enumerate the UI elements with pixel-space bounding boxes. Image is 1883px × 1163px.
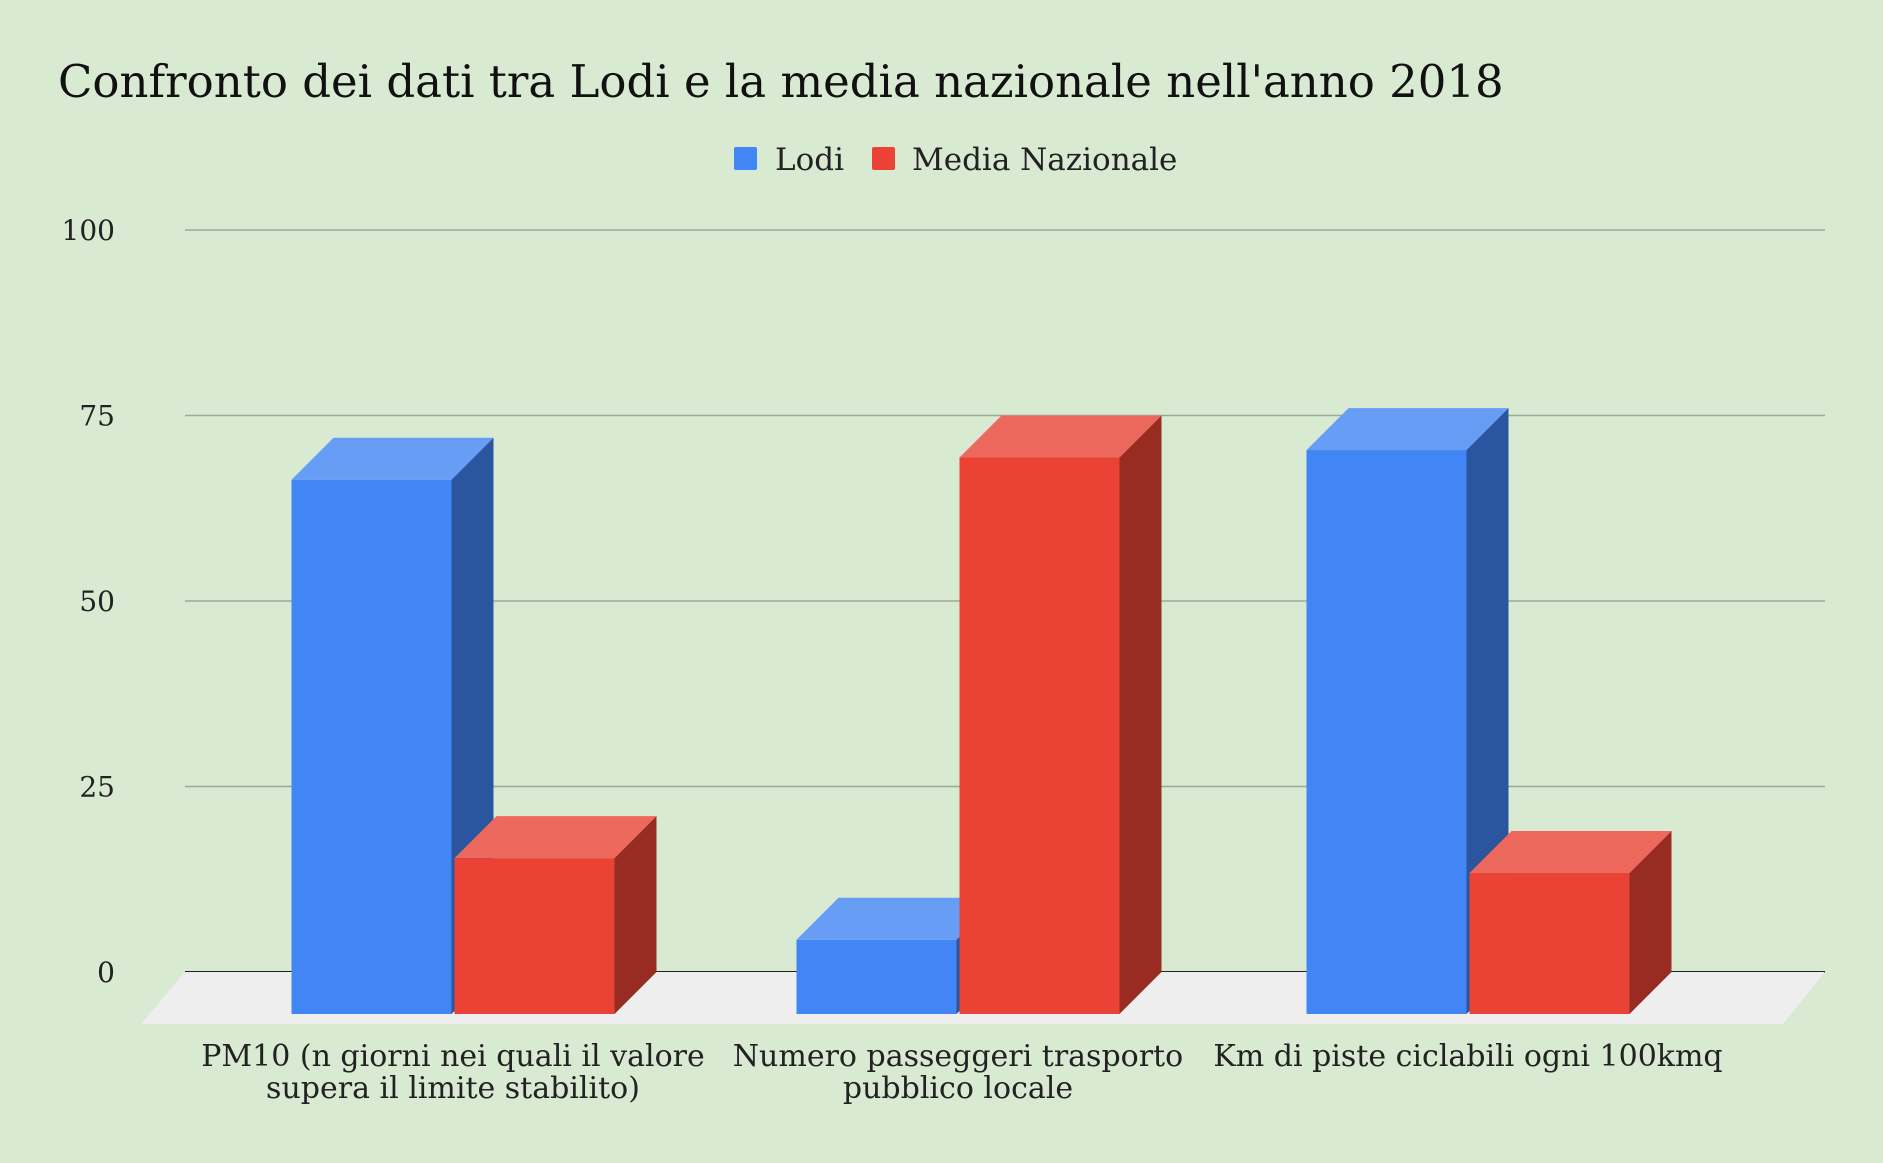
bar-side: [1119, 415, 1162, 1014]
bar-front: [796, 939, 957, 1014]
bar-top: [1469, 831, 1672, 874]
y-tick-label: 100: [62, 214, 115, 247]
y-axis: 0 25 50 75 100: [62, 214, 115, 989]
bar-side: [1629, 831, 1672, 1014]
bar-top: [1306, 408, 1509, 451]
bar-side: [614, 816, 657, 1014]
bar-front: [959, 457, 1120, 1014]
bar-front: [454, 858, 615, 1014]
y-tick-label: 75: [79, 400, 115, 433]
bar-media-nazionale: [959, 415, 1162, 1014]
x-category-label: PM10 (n giorni nei quali il valore supera…: [201, 1039, 704, 1106]
x-category-label: Km di piste ciclabili ogni 100kmq: [1213, 1039, 1722, 1074]
bar-top: [291, 437, 494, 480]
x-category-label: Numero passeggeri trasporto pubblico loca…: [733, 1039, 1183, 1106]
legend-swatch-media-nazionale: [872, 147, 895, 170]
bar-front: [1306, 450, 1467, 1015]
bar-top: [454, 816, 657, 859]
bar-front: [291, 479, 452, 1014]
bars: [291, 408, 1672, 1015]
y-tick-label: 50: [79, 585, 115, 618]
bar-top: [959, 415, 1162, 458]
bar-media-nazionale: [1469, 831, 1672, 1014]
chart-title: Confronto dei dati tra Lodi e la media n…: [58, 55, 1504, 108]
y-tick-label: 25: [79, 771, 115, 804]
legend-label-lodi: Lodi: [775, 142, 844, 178]
y-tick-label: 0: [97, 956, 115, 989]
x-axis: PM10 (n giorni nei quali il valore supera…: [201, 1039, 1722, 1106]
bar-top: [796, 897, 999, 940]
legend-label-media-nazionale: Media Nazionale: [912, 142, 1177, 178]
bar-media-nazionale: [454, 816, 657, 1014]
legend-swatch-lodi: [734, 147, 757, 170]
bar-front: [1469, 873, 1630, 1014]
legend: Lodi Media Nazionale: [734, 142, 1177, 178]
